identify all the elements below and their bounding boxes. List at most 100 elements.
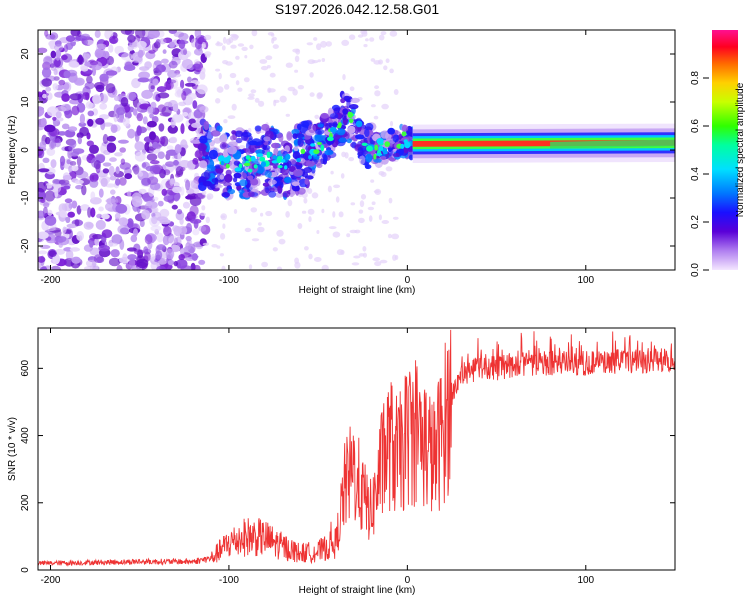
noise-blob [90, 191, 96, 200]
noise-blob [102, 133, 109, 145]
speckle-blob [250, 89, 257, 94]
noise-blob [152, 78, 159, 86]
noise-blob [178, 32, 189, 41]
ridge-highlight [382, 151, 388, 155]
speckle-blob [244, 227, 252, 233]
ridge-highlight [361, 142, 368, 146]
speckle-blob [336, 249, 344, 256]
noise-blob [190, 139, 202, 144]
band-blob [231, 130, 237, 135]
noise-blob [89, 247, 100, 256]
noise-blob [38, 47, 48, 54]
noise-blob [42, 157, 50, 163]
noise-blob [69, 247, 81, 252]
band-blob [227, 188, 236, 195]
noise-blob [77, 30, 82, 37]
colorbar-tick-label: 0.2 [690, 215, 701, 229]
noise-blob [87, 118, 94, 127]
noise-blob [136, 102, 142, 112]
noise-blob [149, 182, 161, 191]
band-blob [250, 178, 259, 186]
noise-blob [55, 111, 62, 119]
speckle-blob [273, 99, 280, 103]
noise-blob [89, 144, 99, 154]
noise-blob [95, 219, 106, 230]
noise-blob [45, 33, 56, 40]
noise-blob [187, 76, 192, 83]
speckle-blob [258, 100, 265, 107]
noise-blob [168, 235, 179, 245]
speckle-blob [374, 85, 380, 90]
noise-blob [158, 258, 168, 265]
noise-blob [86, 140, 95, 147]
noise-blob [83, 53, 91, 60]
speckle-blob [320, 40, 327, 48]
ridge-highlight [401, 131, 407, 137]
band-blob [238, 189, 245, 194]
speckle-blob [389, 120, 394, 127]
band-blob [308, 123, 317, 134]
speckle-blob [340, 173, 345, 179]
noise-blob [93, 160, 101, 170]
speckle-blob [235, 55, 240, 60]
noise-blob [106, 142, 117, 153]
noise-blob [178, 254, 185, 261]
speckle-blob [370, 179, 375, 183]
noise-blob [115, 166, 120, 174]
noise-blob [38, 168, 50, 173]
noise-blob [45, 86, 52, 92]
noise-blob [95, 43, 107, 50]
band-blob [364, 128, 370, 138]
speckle-blob [271, 37, 275, 44]
speckle-blob [388, 197, 393, 204]
speckle-blob [362, 252, 367, 258]
noise-blob [94, 30, 101, 38]
speckle-blob [294, 55, 300, 63]
speckle-blob [301, 210, 307, 214]
noise-blob [58, 79, 66, 86]
noise-blob [166, 145, 174, 150]
noise-blob [68, 165, 73, 173]
noise-blob [196, 84, 208, 95]
top-x-tick-label: 0 [405, 275, 411, 286]
band-blob [348, 104, 359, 110]
band-blob [227, 145, 237, 155]
noise-blob [134, 151, 146, 162]
bottom-y-ticks: 0 200 400 600 [20, 360, 675, 573]
noise-blob [59, 155, 66, 166]
speckle-blob [360, 194, 367, 200]
speckle-blob [215, 68, 221, 72]
noise-blob [163, 225, 172, 237]
noise-blob [122, 117, 130, 127]
band-blob [248, 191, 255, 198]
band-blob [219, 174, 224, 180]
speckle-blob [204, 34, 212, 41]
ridge-highlight [347, 111, 353, 119]
noise-blob [100, 144, 107, 154]
band-blob [267, 179, 277, 185]
top-x-axis-title: Height of straight line (km) [299, 285, 416, 296]
noise-blob [66, 223, 78, 229]
speckle-blob [368, 215, 373, 222]
band-blob [341, 113, 347, 121]
noise-blob [102, 122, 114, 127]
band-blob [343, 95, 351, 101]
band-blob [332, 121, 338, 127]
noise-blob [150, 253, 156, 262]
band-blob [294, 133, 305, 139]
noise-blob [80, 204, 90, 211]
noise-blob [61, 93, 70, 102]
noise-blob [178, 160, 191, 169]
noise-blob [96, 213, 103, 219]
noise-blob [122, 253, 128, 262]
band-blob [206, 164, 216, 172]
band-blob [401, 124, 409, 132]
noise-blob [43, 202, 50, 208]
bottom-y-tick-label: 200 [20, 494, 31, 511]
band-blob [316, 123, 324, 128]
band-blob [213, 184, 223, 189]
noise-blob [101, 229, 113, 239]
noise-blob [69, 161, 77, 166]
noise-blob [47, 209, 53, 216]
